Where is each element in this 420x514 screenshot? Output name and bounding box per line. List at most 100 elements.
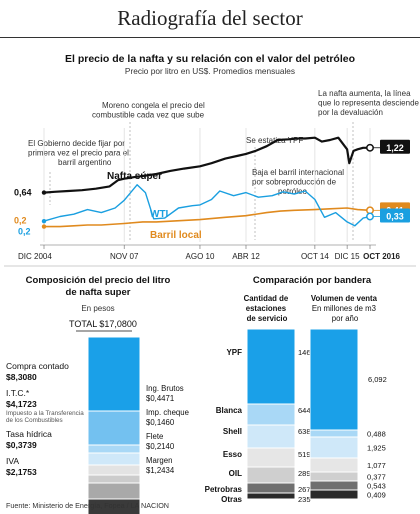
end-label-box-0 [380, 139, 410, 154]
series-line-1 [43, 184, 371, 227]
composicion-segment-0 [87, 336, 141, 412]
series-label-nafta: Nafta súper [107, 171, 162, 182]
series-line-0 [43, 136, 370, 194]
composicion-segment-4 [87, 464, 141, 476]
x-tick-label-1: NOV 07 [110, 252, 139, 261]
left-value-tasa: $0,3739 [6, 440, 37, 450]
bandera-estaciones-label-5: 267 [298, 485, 311, 494]
annotation-nafta-aumenta: La nafta aumenta, la línea que lo repres… [318, 89, 420, 117]
bandera-estaciones-segment-3 [246, 447, 296, 468]
bandera-volumen-label-4: 0,377 [367, 473, 386, 482]
bandera-header-estaciones-line2: estaciones [246, 304, 287, 313]
bandera-title: Comparación por bandera [253, 275, 372, 286]
left-value-compra: $8,3080 [6, 372, 37, 382]
bandera-estaciones-segment-2 [246, 424, 296, 449]
composicion-segment-6 [87, 482, 141, 500]
annotation-moreno: Moreno congela el precio del combustible… [92, 101, 207, 120]
composicion-segment-1 [87, 410, 141, 446]
composicion-title-line2: de nafta super [66, 287, 131, 298]
end-label-box-1 [380, 208, 410, 223]
line-chart-end-labels: 0,410,331,220,640,20,2 [14, 139, 410, 237]
annotation-nafta-line1: La nafta aumenta, la línea [318, 89, 411, 98]
series-end-dot-1 [366, 212, 374, 221]
bandera-category-5: Petrobras [205, 485, 243, 494]
bandera-volumen-label-0: 6,092 [368, 375, 387, 384]
right-label-cheque: Imp. cheque [146, 408, 189, 417]
annotation-moreno-line1: Moreno congela el precio del [102, 101, 205, 110]
bandera-header-estaciones: Cantidad de estaciones de servicio [244, 294, 291, 323]
bandera-header-volumen-line2: En millones de m3 [312, 304, 376, 313]
right-value-margen: $1,2434 [146, 466, 175, 475]
annotation-gobierno-line1: El Gobierno decide fijar por [28, 139, 125, 148]
line-chart-title: El precio de la nafta y su relación con … [65, 53, 355, 65]
left-label-tasa: Tasa hídrica [6, 429, 52, 439]
right-label-flete: Flete [146, 432, 163, 441]
composicion-subtitle: En pesos [81, 304, 114, 313]
bandera-volumen-segment-1 [309, 429, 359, 438]
composicion-segment-5 [87, 474, 141, 484]
series-start-dot-2 [41, 224, 47, 229]
right-value-flete: $0,2140 [146, 442, 175, 451]
footer-source: Fuente: Ministerio de Energía, Fopea / L… [6, 501, 169, 510]
annotation-baja-line1: Baja el barril internacional [252, 168, 344, 177]
bandera-estaciones-segment-6 [246, 492, 296, 500]
composicion-right-labels: Ing. Brutos $0,4471 Imp. cheque $0,1460 … [146, 384, 189, 475]
annotation-gobierno: El Gobierno decide fijar por primera vez… [28, 139, 131, 167]
bandera-estaciones-segment-0 [246, 328, 296, 405]
bandera-estaciones-segment-5 [246, 482, 296, 494]
bandera-estaciones-label-3: 519 [298, 450, 311, 459]
left-note-itc-line1: Impuesto a la Transferencia [6, 410, 84, 417]
bandera-category-4: OIL [229, 469, 242, 478]
bandera-volumen-segment-3 [309, 457, 359, 473]
left-label-iva: IVA [6, 456, 19, 466]
bandera-header-estaciones-line3: de servicio [247, 314, 288, 323]
x-tick-label-4: OCT 14 [301, 252, 329, 261]
bandera-estaciones-segment-4 [246, 466, 296, 484]
right-value-cheque: $0,1460 [146, 418, 175, 427]
composicion-segment-7 [87, 498, 141, 514]
left-note-itc-line2: de los Combustibles [6, 417, 63, 424]
page-title: Radiografía del sector [117, 6, 303, 30]
bandera-header-volumen-line1: Volumen de venta [311, 294, 378, 303]
bandera-category-1: Blanca [216, 406, 243, 415]
bandera-volumen-segment-4 [309, 471, 359, 482]
composicion-segment-2 [87, 444, 141, 454]
x-tick-label-3: ABR 12 [232, 252, 260, 261]
x-tick-label-5: DIC 15 [335, 252, 360, 261]
left-note-itc: Impuesto a la Transferencia de los Combu… [6, 410, 85, 424]
bandera-category-6: Otras [221, 495, 242, 504]
annotation-baja-line3: petróleo [278, 187, 307, 196]
bandera-volumen-label-2: 1,925 [367, 444, 386, 453]
series-label-local: Barril local [150, 230, 202, 241]
bandera-volumen-label-6: 0,409 [367, 491, 386, 500]
bandera-category-0: YPF [226, 348, 242, 357]
annotation-guides [49, 122, 354, 240]
title-divider [0, 37, 420, 38]
composicion-total: TOTAL $17,0800 [69, 319, 137, 329]
line-chart-x-ticks: DIC 2004 NOV 07 AGO 10 ABR 12 OCT 14 DIC 15 OC… [18, 245, 401, 261]
composicion-segment-3 [87, 452, 141, 466]
bandera-estaciones-segment-1 [246, 403, 296, 426]
bandera-estaciones-label-1: 644 [298, 406, 311, 415]
bandera-header-estaciones-line1: Cantidad de [244, 294, 289, 303]
annotation-nafta-line2: que lo representa desciende [318, 99, 420, 108]
x-tick-label-0: DIC 2004 [18, 252, 52, 261]
composicion-stack [87, 336, 141, 514]
bandera-estaciones-label-2: 638 [298, 427, 311, 436]
bandera-col-headers: Cantidad de estaciones de servicio Volum… [244, 294, 379, 323]
left-label-itc: I.T.C.* [6, 388, 30, 398]
bandera-header-volumen: Volumen de venta En millones de m3 por a… [311, 294, 379, 323]
bandera-estaciones-label-6: 235 [298, 495, 311, 504]
end-label-1: 0,33 [386, 212, 404, 222]
bandera-volumen-segment-6 [309, 489, 359, 500]
series-end-dot-0 [366, 143, 374, 152]
composicion-left-labels: Compra contado $8,3080 I.T.C.* $4,1723 I… [6, 361, 85, 477]
annotation-baja-line2: por sobreproducción de [252, 178, 337, 187]
bandera-volumen-segment-5 [309, 480, 359, 491]
composicion-title-line1: Composición del precio del litro [26, 275, 171, 286]
left-label-compra: Compra contado [6, 361, 69, 371]
right-value-brutos: $0,4471 [146, 394, 174, 403]
bandera-header-volumen-line3: por año [332, 314, 359, 323]
line-chart-subtitle: Precio por litro en US$. Promedios mensu… [125, 66, 295, 76]
